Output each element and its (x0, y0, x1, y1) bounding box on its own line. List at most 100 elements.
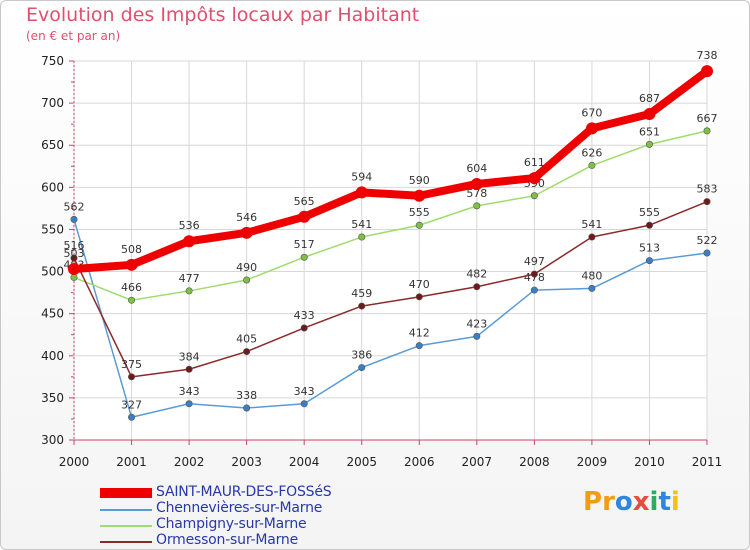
series-line (73, 218, 708, 419)
data-label: 433 (294, 309, 315, 322)
series-line (73, 200, 708, 378)
data-point (585, 122, 598, 135)
x-tick-label: 2008 (519, 455, 550, 469)
data-point (473, 283, 481, 291)
chart-title: Evolution des Impôts locaux par Habitant (26, 4, 420, 26)
data-point (530, 286, 538, 294)
logo-letter: r (602, 487, 615, 517)
x-tick-label: 2003 (231, 455, 262, 469)
data-point (70, 215, 78, 223)
data-label: 578 (466, 187, 487, 200)
data-point (473, 332, 481, 340)
data-label: 405 (236, 333, 257, 346)
y-tick-label: 350 (41, 391, 64, 405)
data-point (530, 192, 538, 200)
data-label: 611 (524, 156, 545, 169)
x-tick-label: 2004 (289, 455, 320, 469)
data-label: 516 (64, 239, 85, 252)
data-label: 412 (409, 327, 430, 340)
data-point (415, 293, 423, 301)
data-label: 604 (466, 162, 487, 175)
y-tick-label: 600 (41, 180, 64, 194)
data-label: 541 (581, 218, 602, 231)
data-point (588, 233, 596, 241)
data-label: 497 (524, 255, 545, 268)
data-label: 546 (236, 211, 257, 224)
data-label: 343 (294, 385, 315, 398)
logo-letter: o (614, 487, 633, 517)
data-label: 423 (466, 317, 487, 330)
data-label: 466 (121, 281, 142, 294)
data-label: 490 (236, 261, 257, 274)
data-point (243, 404, 251, 412)
data-label: 562 (64, 200, 85, 213)
legend-label: Chennevières-sur-Marne (156, 500, 323, 516)
series-line (73, 130, 708, 301)
data-label: 555 (409, 206, 430, 219)
data-label: 583 (697, 183, 718, 196)
data-point (588, 161, 596, 169)
data-label: 517 (294, 238, 315, 251)
data-point (300, 253, 308, 261)
data-point (183, 235, 196, 248)
logo-letter: x (632, 487, 650, 517)
x-tick-label: 2010 (634, 455, 665, 469)
data-label: 386 (351, 349, 372, 362)
data-point (358, 302, 366, 310)
logo-letter: t (658, 487, 671, 517)
data-point (243, 348, 251, 356)
data-point (125, 258, 138, 271)
data-point (703, 249, 711, 257)
data-point (645, 140, 653, 148)
x-tick-label: 2002 (174, 455, 205, 469)
data-point (473, 202, 481, 210)
data-label: 687 (639, 92, 660, 105)
x-tick-label: 2009 (577, 455, 608, 469)
y-tick-label: 500 (41, 265, 64, 279)
x-tick-label: 2007 (462, 455, 493, 469)
data-label: 513 (639, 242, 660, 255)
y-tick-label: 400 (41, 349, 64, 363)
data-label: 651 (639, 125, 660, 138)
data-label: 594 (351, 170, 372, 183)
data-point (358, 364, 366, 372)
x-tick-label: 2006 (404, 455, 435, 469)
data-label: 459 (351, 287, 372, 300)
data-label: 375 (121, 358, 142, 371)
data-point (128, 373, 136, 381)
data-label: 343 (179, 385, 200, 398)
data-point (240, 226, 253, 239)
data-label: 667 (697, 112, 718, 125)
data-label: 477 (179, 272, 200, 285)
data-point (300, 324, 308, 332)
data-label: 480 (581, 269, 602, 282)
data-point (470, 177, 483, 190)
data-point (68, 263, 80, 276)
y-tick-label: 700 (41, 96, 64, 110)
data-label: 338 (236, 389, 257, 402)
legend-swatch (100, 509, 152, 511)
data-point (415, 342, 423, 350)
data-point (701, 65, 713, 78)
data-label: 590 (409, 174, 430, 187)
data-point (70, 254, 78, 262)
data-point (70, 273, 78, 281)
data-point (645, 221, 653, 229)
legend-swatch (100, 488, 152, 498)
data-point (355, 186, 368, 199)
data-point (588, 284, 596, 292)
data-label: 536 (179, 219, 200, 232)
legend-label: Champigny-sur-Marne (156, 516, 307, 532)
data-point (185, 365, 193, 373)
data-label: 508 (121, 243, 142, 256)
data-label: 555 (639, 206, 660, 219)
legend-label: Ormesson-sur-Marne (156, 532, 298, 548)
data-label: 522 (697, 234, 718, 247)
data-point (645, 257, 653, 265)
data-label: 327 (121, 398, 142, 411)
data-point (185, 287, 193, 295)
chart-subtitle: (en € et par an) (26, 29, 121, 43)
data-point (528, 172, 541, 185)
x-tick-label: 2000 (59, 455, 90, 469)
data-point (128, 413, 136, 421)
